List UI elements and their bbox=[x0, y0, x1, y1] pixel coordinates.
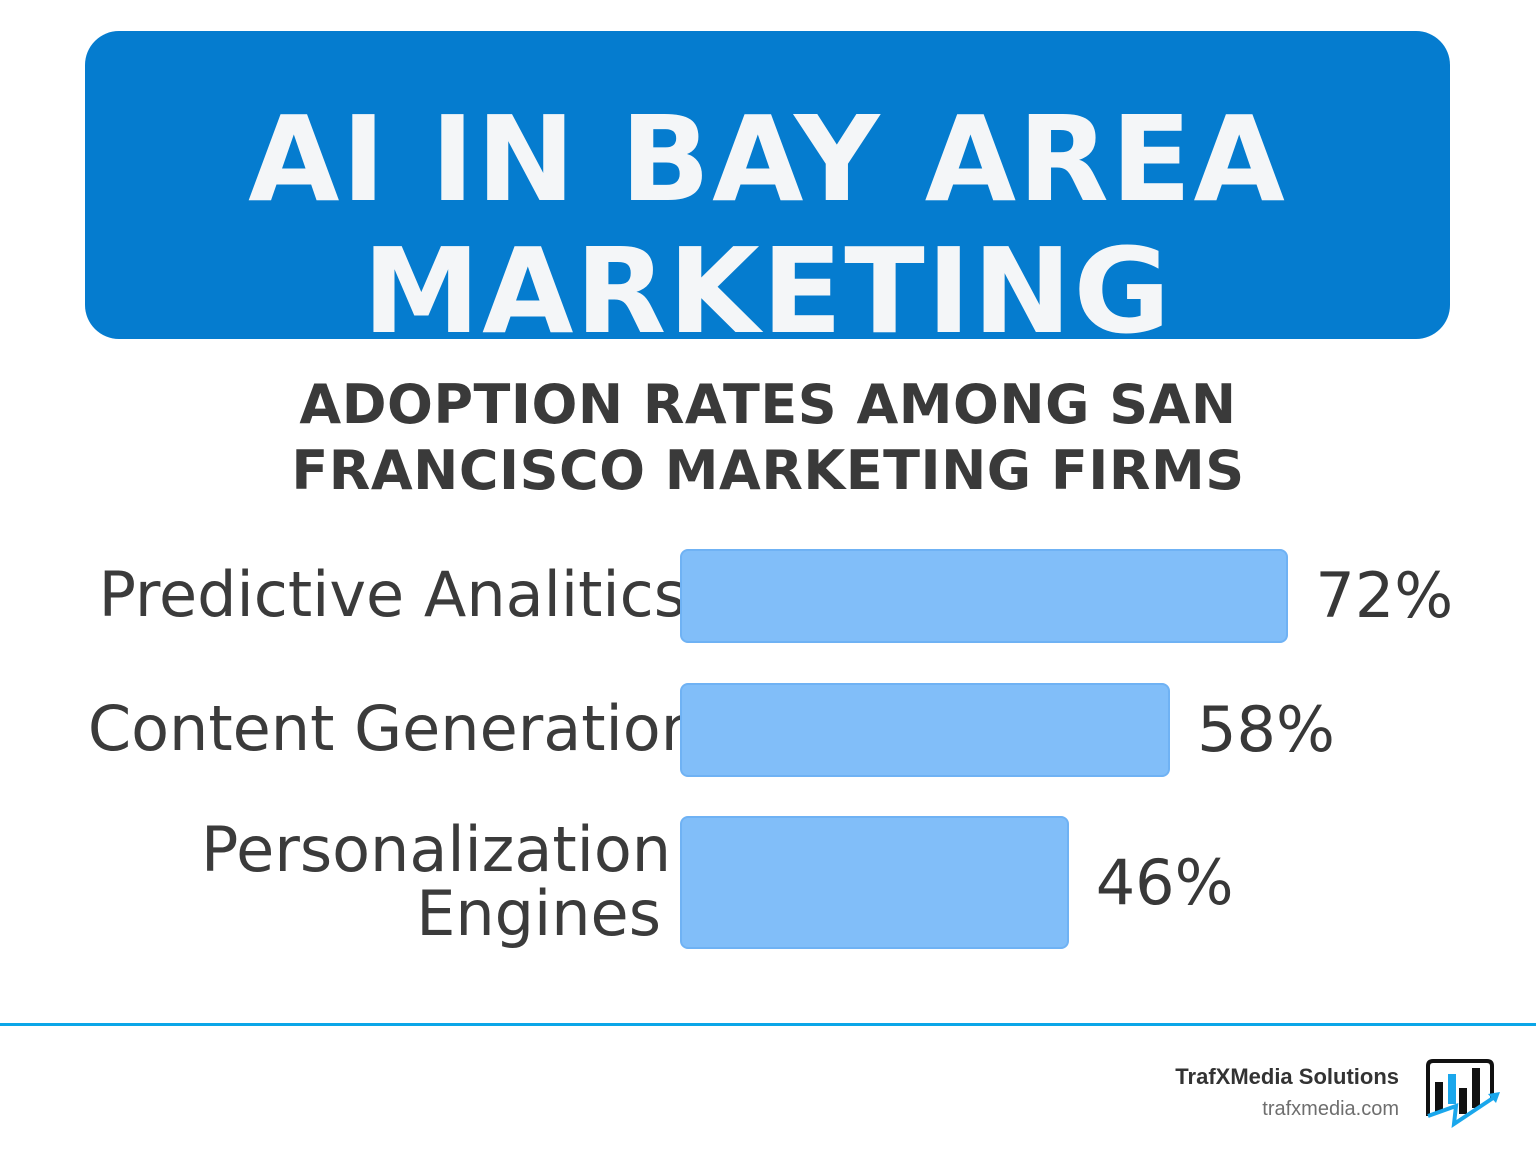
brand-url[interactable]: trafxmedia.com bbox=[1262, 1098, 1399, 1120]
value-label: 72% bbox=[1315, 559, 1454, 632]
bar bbox=[680, 549, 1289, 643]
category-label: Content Generation bbox=[87, 692, 700, 765]
title-banner: AI IN BAY AREA MARKETING bbox=[85, 31, 1450, 357]
page-title: AI IN BAY AREA MARKETING bbox=[248, 90, 1287, 360]
category-label: Personalization Engines bbox=[201, 813, 672, 950]
footer-divider bbox=[0, 1023, 1536, 1026]
bar bbox=[680, 683, 1171, 777]
value-label: 58% bbox=[1197, 693, 1335, 766]
value-label: 46% bbox=[1095, 845, 1234, 919]
chart-title: ADOPTION RATES AMONG SAN FRANCISCO MARKE… bbox=[291, 373, 1245, 502]
brand-name: TrafXMedia Solutions bbox=[1175, 1064, 1399, 1089]
category-label: Predictive Analitics bbox=[98, 558, 686, 631]
brand-logo-icon bbox=[1426, 1059, 1500, 1129]
bar bbox=[680, 816, 1069, 949]
